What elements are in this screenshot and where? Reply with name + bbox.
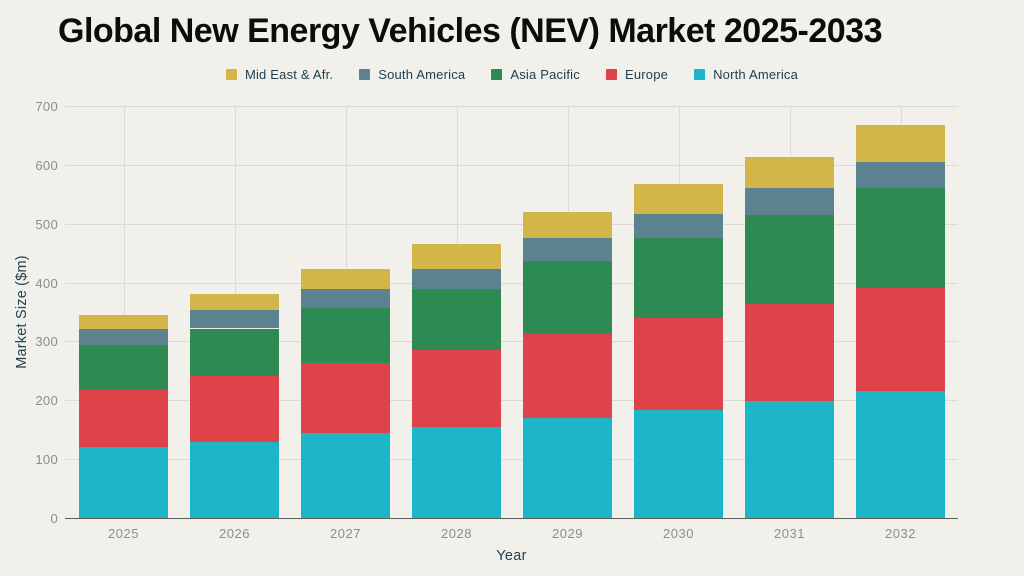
legend: Mid East & Afr. South America Asia Pacific… [0, 64, 1024, 84]
y-gridline [65, 459, 958, 461]
y-axis-title: Market Size ($m) [14, 255, 30, 369]
stacked-bar-2030 [634, 106, 723, 518]
bar-segment-asia-pacific [190, 328, 279, 376]
bar-segment-mid-east-afr [856, 125, 945, 162]
y-gridline [65, 164, 958, 166]
stacked-bar-2031 [745, 106, 834, 518]
bar-segment-mid-east-afr [523, 211, 612, 239]
bar-segment-asia-pacific [856, 188, 945, 289]
legend-label: South America [378, 66, 466, 82]
x-tick-label: 2025 [108, 526, 139, 541]
legend-label: Asia Pacific [510, 66, 580, 82]
legend-swatch-icon [491, 68, 503, 80]
bar-segment-asia-pacific [301, 308, 390, 363]
bar-segment-south-america [79, 329, 168, 345]
legend-swatch-icon [694, 68, 706, 80]
y-tick-label: 0 [50, 511, 58, 526]
legend-swatch-icon [225, 68, 237, 80]
x-tick-label: 2028 [441, 526, 472, 541]
y-tick-label: 200 [35, 393, 58, 409]
bar-segment-mid-east-afr [745, 156, 834, 188]
y-gridline [65, 106, 958, 107]
bar-segment-north-america [634, 409, 723, 518]
x-gridline [123, 106, 125, 518]
x-tick-label: 2026 [219, 526, 250, 541]
bar-segment-europe [412, 350, 501, 427]
x-tick-label: 2030 [663, 526, 694, 541]
bar-segment-south-america [856, 161, 945, 189]
y-tick-label: 700 [35, 99, 58, 114]
legend-item: North America [694, 67, 798, 82]
y-tick-label: 300 [35, 334, 58, 350]
bar-segment-mid-east-afr [301, 269, 390, 290]
y-gridline [65, 341, 958, 343]
bar-segment-mid-east-afr [79, 314, 168, 330]
legend-swatch-icon [605, 68, 617, 80]
legend-swatch-icon [359, 68, 371, 80]
y-gridline [65, 282, 958, 284]
stacked-bar-2029 [523, 106, 612, 518]
x-tick-label: 2029 [552, 526, 583, 541]
bar-segment-north-america [79, 447, 168, 518]
bar-segment-south-america [634, 213, 723, 239]
bar-segment-asia-pacific [412, 289, 501, 351]
x-tick-label: 2031 [774, 526, 805, 541]
bar-segment-mid-east-afr [634, 184, 723, 214]
bar-segment-south-america [301, 289, 390, 309]
y-tick-label: 100 [35, 452, 58, 468]
bar-segment-north-america [745, 401, 834, 518]
legend-item: South America [359, 67, 465, 82]
x-tick-label: 2032 [885, 526, 916, 541]
y-tick-label: 500 [35, 216, 58, 232]
legend-item: Mid East & Afr. [225, 66, 334, 82]
plot-area [65, 106, 958, 519]
bar-segment-europe [523, 333, 612, 418]
legend-label: Europe [624, 66, 669, 82]
bar-segment-europe [79, 388, 168, 448]
bar-segment-north-america [856, 391, 945, 518]
bar-segment-north-america [301, 432, 390, 518]
y-gridline [65, 400, 958, 402]
bar-segment-asia-pacific [523, 261, 612, 334]
x-axis-title: Year [496, 548, 527, 564]
bar-segment-europe [634, 317, 723, 410]
bar-segment-asia-pacific [79, 344, 168, 389]
bar-segment-asia-pacific [745, 214, 834, 304]
bar-segment-south-america [412, 269, 501, 290]
bar-segment-north-america [190, 441, 279, 518]
bar-segment-mid-east-afr [190, 293, 279, 310]
y-tick-label: 400 [35, 275, 58, 291]
stacked-bar-2027 [301, 106, 390, 518]
legend-item: Asia Pacific [491, 67, 580, 82]
stacked-bar-2028 [412, 106, 501, 518]
stacked-bar-2025 [79, 106, 168, 518]
bar-segment-europe [301, 362, 390, 433]
bar-segment-north-america [523, 417, 612, 518]
legend-label: Mid East & Afr. [244, 66, 334, 82]
stacked-bar-2032 [856, 106, 945, 518]
y-gridline [65, 223, 958, 225]
stacked-bar-2026 [190, 106, 279, 518]
bar-segment-europe [745, 303, 834, 402]
x-axis-line [65, 517, 958, 519]
bar-segment-europe [190, 375, 279, 442]
y-tick-label: 600 [35, 157, 58, 173]
x-tick-label: 2027 [330, 526, 361, 541]
bar-segment-south-america [190, 309, 279, 329]
legend-item: Europe [605, 66, 669, 82]
bar-segment-north-america [412, 426, 501, 518]
bar-segment-south-america [523, 238, 612, 262]
bar-segment-south-america [745, 187, 834, 215]
chart-title: Global New Energy Vehicles (NEV) Market … [58, 12, 883, 50]
legend-label: North America [713, 66, 799, 82]
bar-segment-europe [856, 288, 945, 392]
bar-segment-mid-east-afr [412, 244, 501, 270]
bar-segment-asia-pacific [634, 238, 723, 318]
